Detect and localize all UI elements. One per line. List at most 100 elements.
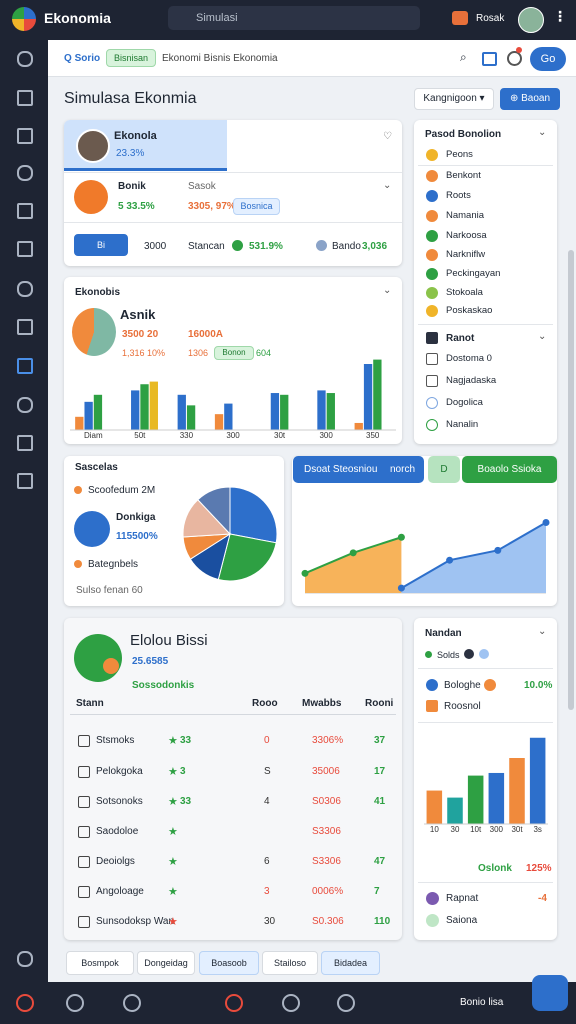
page-button-text: Baoan <box>521 93 551 104</box>
bar-chart: Diam 50t 330 300 30t 300 350 <box>70 359 396 440</box>
list-item[interactable]: Benkont <box>446 170 481 181</box>
bar <box>140 384 149 430</box>
pill[interactable]: Boasoob <box>199 951 259 975</box>
sales-name: Donkiga <box>116 512 156 523</box>
list-item[interactable]: Nanalin <box>446 419 479 430</box>
list-item[interactable]: Stokoala <box>446 287 483 298</box>
tab[interactable]: Boaolo Ssioka <box>462 456 557 483</box>
profile-icon[interactable]: ♡ <box>383 131 392 142</box>
search-box[interactable] <box>168 6 420 30</box>
sidebar-icon[interactable] <box>17 397 33 413</box>
toolbar-chip[interactable]: Bisnisan <box>106 49 156 67</box>
x-tick-label: 30t <box>511 825 523 834</box>
status-chip[interactable]: Bosnica <box>233 198 280 215</box>
separator <box>418 165 553 166</box>
page-button[interactable]: ⊕ Baoan <box>500 88 560 110</box>
side-list-card <box>414 120 557 444</box>
sidebar-icon[interactable] <box>17 128 33 144</box>
notify-icon[interactable] <box>507 51 522 66</box>
sidebar-icon[interactable] <box>17 358 33 374</box>
grid-icon[interactable] <box>482 52 497 66</box>
chevron[interactable]: ⌄ <box>383 180 392 191</box>
tab[interactable] <box>293 456 424 483</box>
row-name: Sotsonoks <box>96 796 143 807</box>
sidebar-icon[interactable] <box>17 241 33 257</box>
nav-icon[interactable] <box>123 994 141 1012</box>
nav-icon[interactable] <box>225 994 243 1012</box>
list-item[interactable]: Namania <box>446 210 485 221</box>
chevron[interactable]: ⌄ <box>383 285 392 296</box>
summary-value: 1,316 10% <box>122 348 166 358</box>
bar <box>354 422 363 430</box>
sidebar-icon[interactable] <box>17 951 33 967</box>
sidebar-icon[interactable] <box>17 90 33 106</box>
table-header: Rooo <box>252 698 278 709</box>
profile-stat: 23.3% <box>116 148 145 159</box>
row-cell: S0.306 <box>312 916 344 927</box>
bar <box>373 359 382 430</box>
sidebar-icon[interactable] <box>17 473 33 489</box>
list-item[interactable]: Peckingayan <box>446 268 501 279</box>
table-header: Mwabbs <box>302 698 342 709</box>
value: 531.9% <box>249 241 283 252</box>
bar <box>529 737 546 824</box>
nav-icon[interactable] <box>66 994 84 1012</box>
row-star: ★ <box>168 796 178 808</box>
list-icon <box>426 353 438 365</box>
sidebar-icon[interactable] <box>17 203 33 219</box>
legend-dot <box>479 649 489 659</box>
avatar[interactable] <box>518 7 544 33</box>
pill[interactable]: Bidadea <box>321 951 380 975</box>
list-item[interactable]: Roots <box>446 190 471 201</box>
summary-value: 604 <box>256 348 272 358</box>
chevron[interactable]: ⌄ <box>538 331 547 342</box>
sidebar-icon[interactable] <box>17 51 33 67</box>
list-item[interactable]: Peons <box>446 149 473 160</box>
list-item[interactable]: Narkniflw <box>446 249 486 260</box>
dropdown[interactable]: Kangnigoon ▾ <box>414 88 494 110</box>
list-item[interactable]: Poskaskao <box>446 305 493 316</box>
summary-chip[interactable]: Bonon <box>214 346 254 360</box>
sidebar-icon[interactable] <box>17 319 33 335</box>
tab[interactable]: D <box>428 456 460 483</box>
list-item[interactable]: Narkoosa <box>446 230 487 241</box>
sidebar-icon[interactable] <box>17 281 33 297</box>
right-item-value: 10.0% <box>524 680 553 691</box>
user-name[interactable]: Rosak <box>476 13 505 24</box>
list-item[interactable]: Dostoma 0 <box>446 353 492 364</box>
section-icon <box>426 332 438 344</box>
pill[interactable]: Stailoso <box>262 951 318 975</box>
x-tick-label: 10 <box>430 825 439 834</box>
list-icon <box>426 190 438 202</box>
search-icon[interactable]: ⌕ <box>460 50 467 64</box>
chevron[interactable]: ⌄ <box>538 626 547 637</box>
list-item[interactable]: Dogolica <box>446 397 483 408</box>
chevron[interactable]: ⌄ <box>538 127 547 138</box>
card-button[interactable]: Bi <box>74 234 128 256</box>
summary-value: 1306 <box>188 348 209 358</box>
fab[interactable] <box>532 975 568 1011</box>
row-icon <box>78 766 90 778</box>
nav-icon[interactable] <box>282 994 300 1012</box>
sidebar-icon[interactable] <box>17 165 33 181</box>
point <box>494 546 502 554</box>
go-button[interactable]: Go <box>530 47 566 71</box>
nav-icon[interactable] <box>16 994 34 1012</box>
pill[interactable]: Dongeidag <box>137 951 195 975</box>
row-cell: 0 <box>264 735 270 746</box>
bottom-nav-label[interactable]: Bonio lisa <box>460 997 504 1008</box>
list-item[interactable]: Nagjadaska <box>446 375 497 386</box>
row-cell: 47 <box>374 856 386 867</box>
pill[interactable]: Bosmpok <box>66 951 134 975</box>
sidebar-icon[interactable] <box>17 435 33 451</box>
nav-icon[interactable] <box>337 994 355 1012</box>
right-legend: Solds <box>437 650 460 660</box>
table-value: 25.6585 <box>132 656 169 667</box>
right-title: Nandan <box>425 628 462 639</box>
area-chart <box>301 518 550 594</box>
pie-chart <box>182 486 278 582</box>
toolbar-search[interactable]: Q Sorio <box>64 53 101 64</box>
menu-dots[interactable]: ⋮ <box>553 8 567 24</box>
sales-footer: Sulso fenan 60 <box>76 585 143 596</box>
